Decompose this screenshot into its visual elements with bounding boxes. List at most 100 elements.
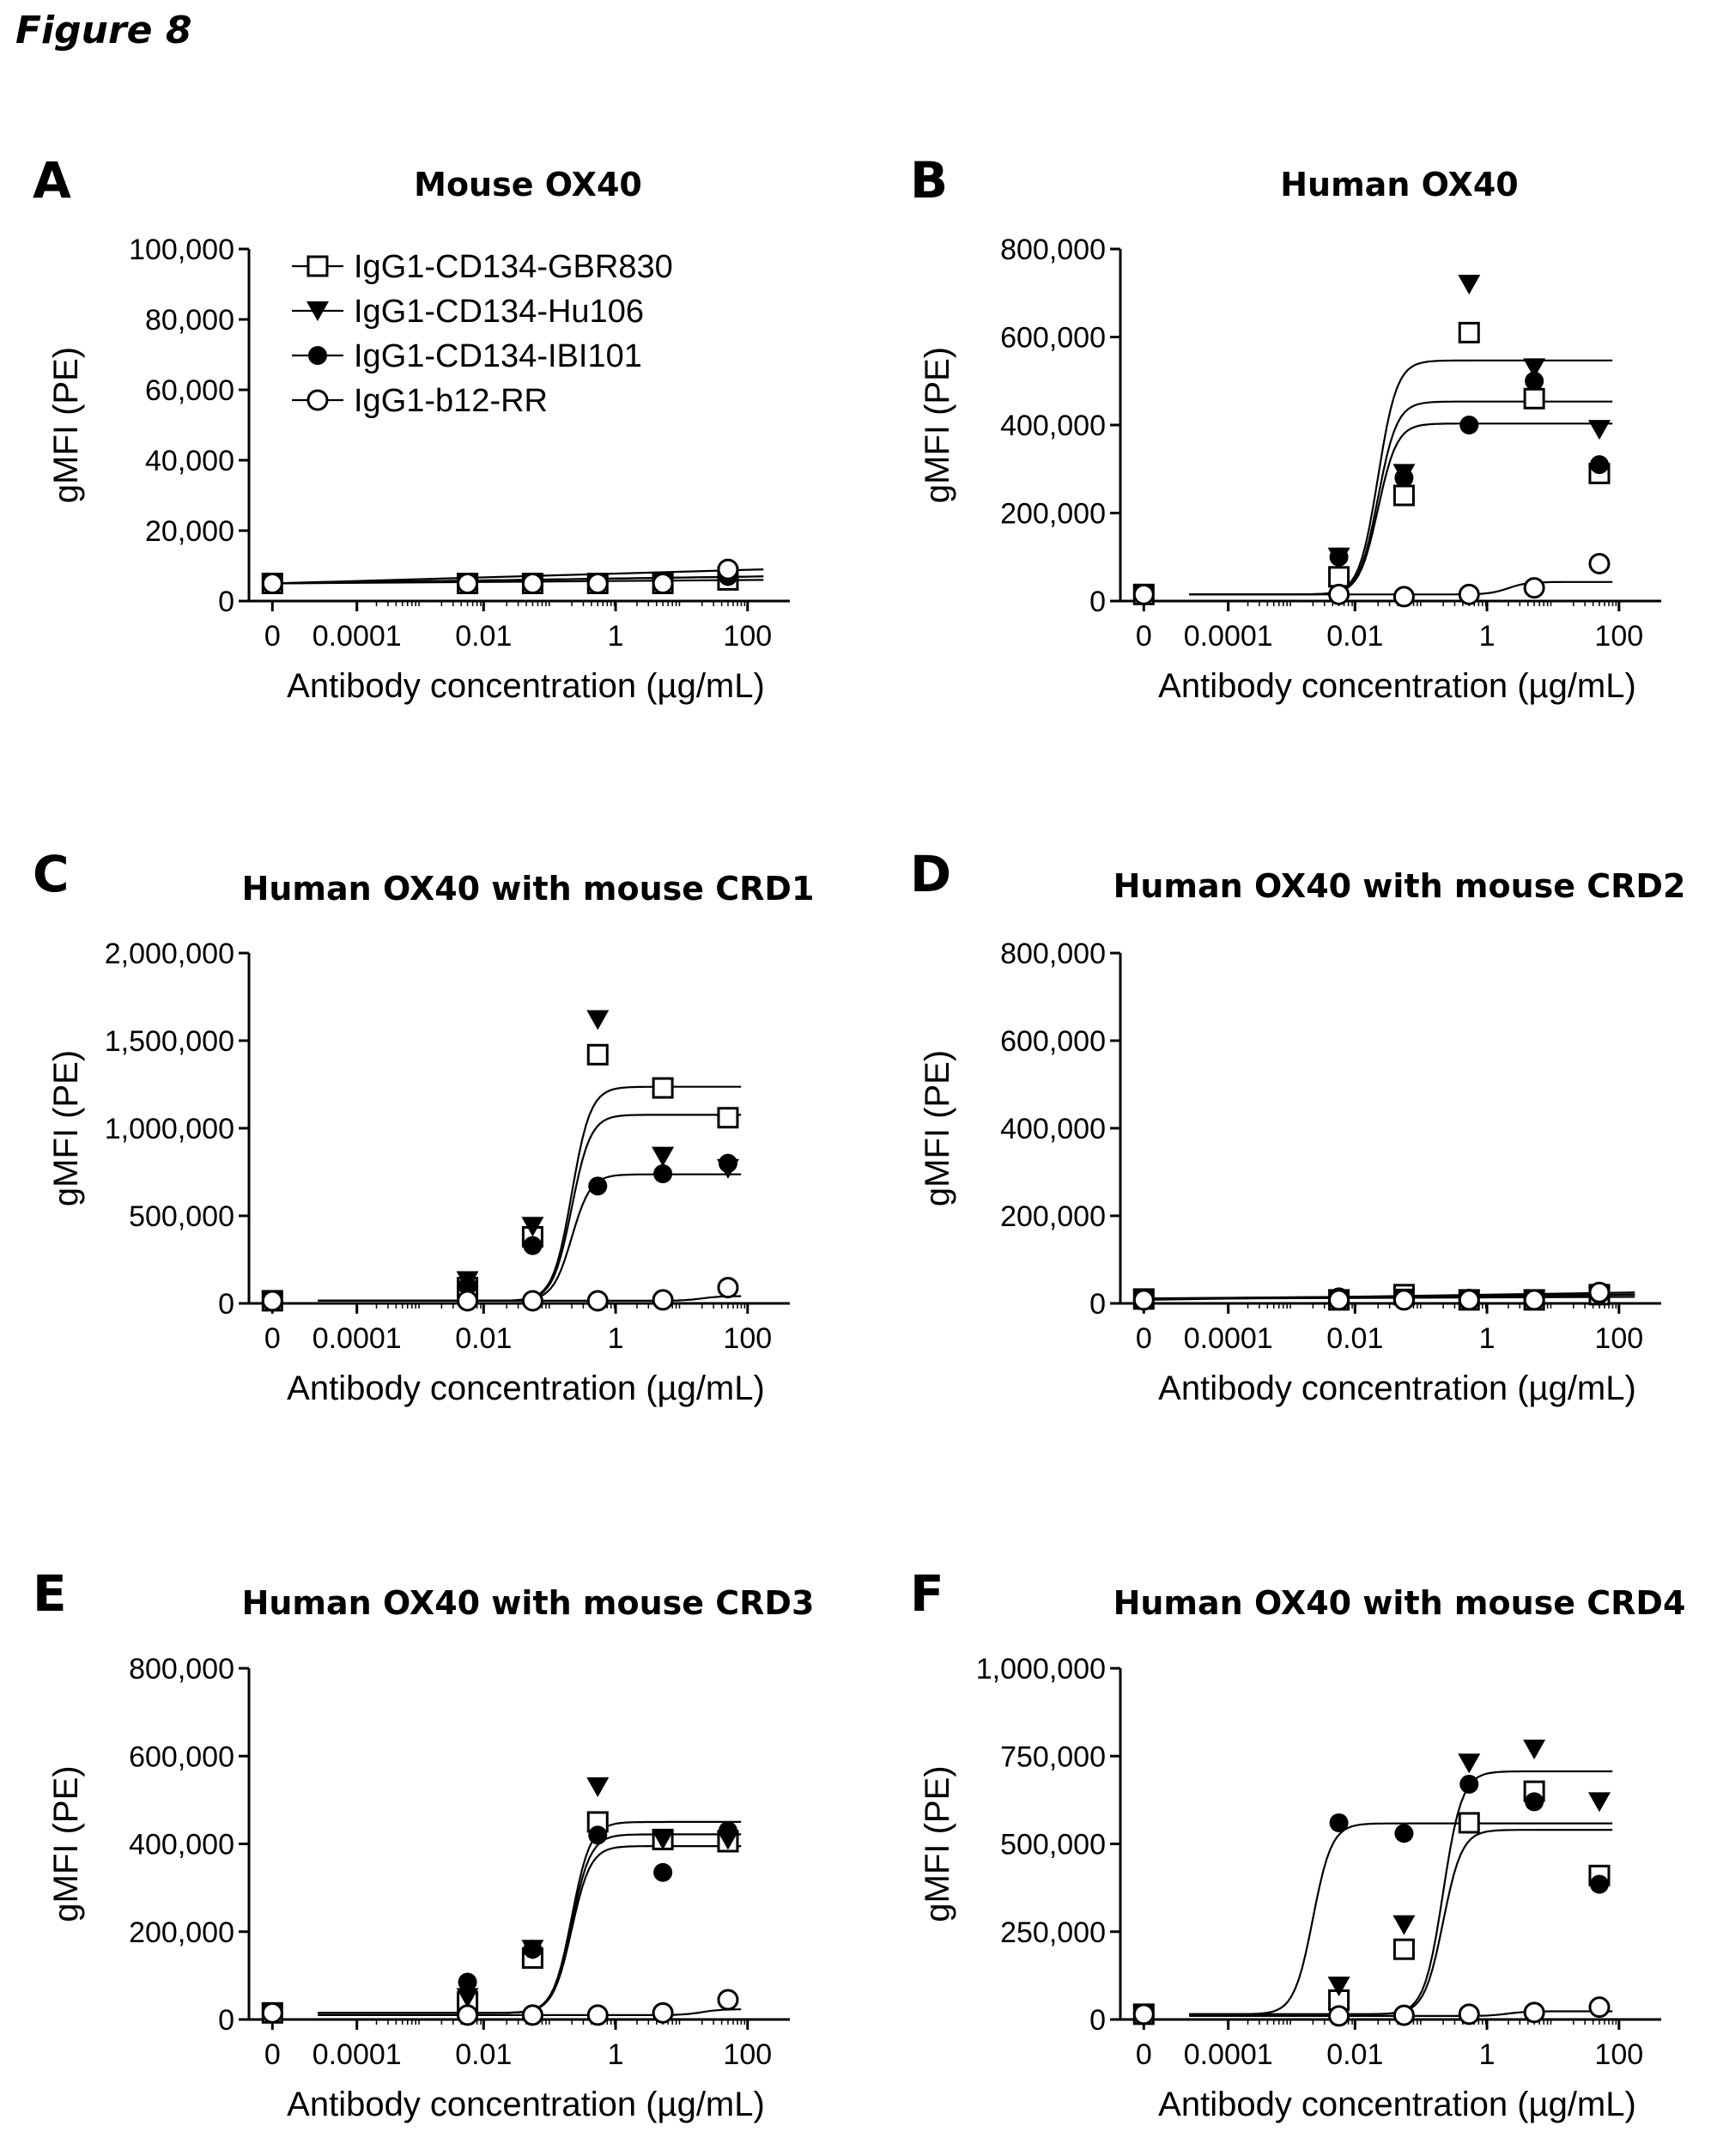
data-point <box>1523 358 1546 379</box>
panel-title: Human OX40 <box>1280 166 1519 203</box>
data-point <box>1458 1289 1480 1311</box>
data-point <box>653 1164 673 1184</box>
x-axis-label: Antibody concentration (µg/mL) <box>287 667 765 705</box>
data-point <box>652 2001 674 2024</box>
data-point <box>1132 2003 1155 2025</box>
data-point <box>717 1989 739 2011</box>
y-tick-label: 0 <box>218 2004 234 2037</box>
data-point <box>1132 583 1155 605</box>
data-point <box>1523 1289 1545 1311</box>
panel-title: Mouse OX40 <box>414 166 642 203</box>
legend-marker <box>306 301 329 321</box>
x-tick-label: 100 <box>723 620 772 653</box>
data-point <box>1328 2005 1350 2027</box>
x-tick-label: 0.0001 <box>1184 1322 1273 1355</box>
data-point <box>1523 1740 1546 1760</box>
x-tick-label: 1 <box>1479 1322 1496 1355</box>
x-tick-label: 1 <box>1479 2038 1496 2071</box>
data-point <box>1392 1289 1415 1311</box>
data-point <box>586 1777 610 1798</box>
chart-panel-e: E Human OX40 with mouse CRD3 0 200,000 400,0… <box>33 1564 814 2123</box>
data-point <box>1458 1812 1480 1834</box>
data-point <box>717 558 739 580</box>
fit-curve-igg1-cd134-hu106 <box>1189 1770 1613 2015</box>
data-point <box>1329 547 1349 567</box>
data-point <box>717 1277 739 1299</box>
panel-letter: F <box>910 1564 944 1623</box>
data-point <box>588 1825 608 1845</box>
data-point <box>1328 583 1350 605</box>
data-point <box>1525 1792 1544 1812</box>
data-point <box>458 1972 477 1992</box>
legend-label: IgG1-CD134-GBR830 <box>354 249 673 285</box>
data-point <box>1458 1753 1481 1774</box>
panel-title: Human OX40 with mouse CRD3 <box>242 1584 815 1622</box>
y-axis-label: gMFI (PE) <box>47 1765 85 1922</box>
x-tick-label: 0 <box>264 620 281 653</box>
x-tick-label: 0.0001 <box>312 1322 402 1355</box>
data-point <box>458 1276 477 1296</box>
x-tick-label: 100 <box>1594 620 1643 653</box>
data-point <box>1458 275 1481 295</box>
x-tick-label: 1 <box>608 1322 624 1355</box>
fit-curve-igg1-b12-rr <box>1144 1291 1635 1302</box>
x-tick-label: 0 <box>264 2038 281 2071</box>
x-tick-label: 100 <box>1594 1322 1643 1355</box>
x-tick-label: 0.0001 <box>1184 620 1273 653</box>
y-tick-label: 500,000 <box>129 1200 234 1233</box>
y-tick-label: 250,000 <box>1000 1916 1106 1949</box>
y-tick-label: 500,000 <box>1000 1829 1106 1861</box>
legend: IgG1-CD134-GBR830 IgG1-CD134-Hu106 IgG1-CD… <box>292 249 673 419</box>
data-point <box>1458 583 1480 605</box>
data-point <box>261 1290 283 1312</box>
x-tick-label: 0 <box>264 1322 281 1355</box>
y-tick-label: 1,500,000 <box>105 1025 234 1058</box>
legend-marker <box>308 346 327 365</box>
data-point <box>521 573 543 594</box>
data-point <box>1587 420 1611 440</box>
data-point <box>1392 586 1415 608</box>
data-point <box>1329 1813 1349 1832</box>
x-tick-label: 100 <box>1594 2038 1643 2071</box>
panel-letter: A <box>33 151 71 210</box>
legend-marker <box>306 389 329 411</box>
chart-panel-a: A Mouse OX40 0 20,000 40,000 60,000 80,000 100,… <box>33 151 790 705</box>
x-tick-label: 0.0001 <box>1184 2038 1273 2071</box>
data-point <box>523 1236 543 1255</box>
y-tick-label: 800,000 <box>1000 938 1106 970</box>
figure-label: Figure 8 <box>15 9 192 52</box>
x-tick-label: 1 <box>1479 620 1496 653</box>
x-axis-label: Antibody concentration (µg/mL) <box>287 1370 765 1407</box>
y-tick-label: 0 <box>218 1288 234 1321</box>
y-tick-label: 800,000 <box>129 1653 234 1685</box>
data-point <box>1523 2001 1545 2024</box>
panel-title: Human OX40 with mouse CRD2 <box>1113 867 1686 905</box>
y-tick-label: 750,000 <box>1000 1740 1106 1773</box>
x-tick-label: 1 <box>608 2038 624 2071</box>
fit-curve-igg1-cd134-ibi101 <box>1189 422 1613 596</box>
y-tick-label: 200,000 <box>1000 1200 1106 1233</box>
data-point <box>1394 468 1414 488</box>
x-tick-label: 0.01 <box>1326 620 1383 653</box>
data-point <box>1392 2004 1415 2026</box>
data-point <box>1525 371 1544 391</box>
data-point <box>586 2004 609 2026</box>
fit-curve-igg1-cd134-hu106 <box>318 1114 742 1302</box>
x-tick-label: 0.0001 <box>312 620 402 653</box>
y-tick-label: 400,000 <box>1000 1113 1106 1145</box>
fit-curve-igg1-b12-rr <box>272 568 764 585</box>
data-point <box>718 1153 737 1173</box>
y-tick-label: 60,000 <box>145 374 234 407</box>
data-point <box>1588 1996 1611 2019</box>
x-tick-label: 1 <box>608 620 624 653</box>
fit-curve-igg1-cd134-gbr830 <box>318 1085 742 1302</box>
panel-letter: C <box>33 845 70 903</box>
y-axis-label: gMFI (PE) <box>47 1050 85 1206</box>
data-point <box>521 1217 544 1237</box>
y-tick-label: 200,000 <box>129 1916 234 1949</box>
chart-panel-c: C Human OX40 with mouse CRD1 0 500,000 1,000… <box>33 845 814 1407</box>
fit-curve-igg1-cd134-hu106 <box>318 1820 742 2014</box>
y-axis-label: gMFI (PE) <box>919 1050 956 1206</box>
data-point <box>1588 1281 1611 1303</box>
